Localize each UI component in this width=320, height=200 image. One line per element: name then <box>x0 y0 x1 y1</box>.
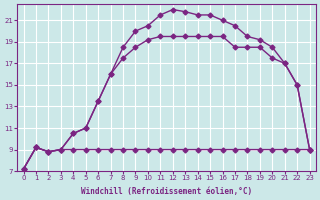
X-axis label: Windchill (Refroidissement éolien,°C): Windchill (Refroidissement éolien,°C) <box>81 187 252 196</box>
